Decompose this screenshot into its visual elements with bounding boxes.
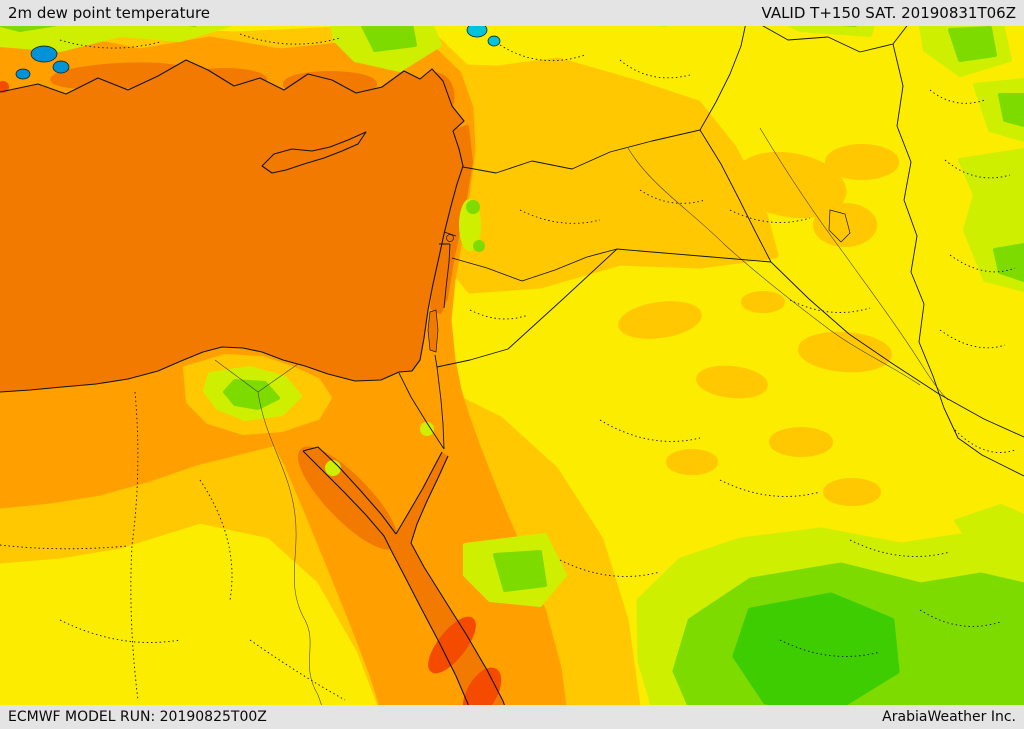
- iraq-saudi-border: [770, 261, 1024, 438]
- admin-line: [499, 44, 586, 62]
- turkey-syria-border: [462, 129, 701, 174]
- lake-tharthar: [828, 209, 851, 243]
- contour-gold-patch: [825, 144, 899, 180]
- nile-delta-green-core: [223, 379, 280, 410]
- admin-line: [519, 209, 601, 224]
- lebanon-border: [439, 231, 457, 245]
- gulf-of-suez-east-shore: [302, 446, 397, 535]
- dead-sea: [427, 309, 439, 353]
- branding-label: ArabiaWeather Inc.: [882, 709, 1016, 725]
- nile-delta-branch: [257, 363, 299, 393]
- cyprus-island: [261, 131, 367, 174]
- contour-green-core: [948, 26, 997, 62]
- sea-of-galilee: [446, 234, 454, 242]
- contour-gold-patch: [823, 478, 881, 506]
- tigris-river: [759, 127, 949, 401]
- contour-green-core: [998, 93, 1024, 127]
- contour-gold-patch: [798, 331, 892, 373]
- jordan-river-border: [443, 243, 451, 309]
- admin-line: [559, 559, 661, 577]
- wadi-araba-border: [434, 354, 445, 450]
- syria-iraq-border: [699, 129, 772, 263]
- admin-line: [929, 89, 986, 104]
- contour-green-levant: [473, 240, 485, 252]
- admin-line: [639, 189, 706, 204]
- admin-line: [919, 609, 1001, 627]
- contour-green-sinai: [325, 460, 341, 476]
- syria-jordan-border: [451, 248, 618, 282]
- admin-line: [789, 299, 871, 313]
- mediterranean-sea: [0, 60, 464, 392]
- egypt-israel-border: [398, 372, 445, 450]
- contour-gold-patch: [696, 365, 768, 399]
- admin-line: [779, 639, 881, 657]
- contour-gold-mesopotamia: [733, 151, 847, 219]
- lake-west-anatolia: [52, 60, 70, 74]
- model-run-label: ECMWF MODEL RUN: 20190825T00Z: [8, 709, 267, 725]
- lake-layer: [15, 22, 851, 353]
- nile-delta-branch: [214, 359, 259, 393]
- footer-bar: ECMWF MODEL RUN: 20190825T00Z ArabiaWeat…: [0, 705, 1024, 729]
- contour-deep-levant-coast: [430, 125, 473, 314]
- mediterranean-coastline: [0, 59, 465, 393]
- admin-line: [719, 479, 821, 497]
- admin-line: [944, 159, 1011, 179]
- admin-line: [0, 544, 129, 550]
- euphrates-river: [627, 147, 921, 386]
- contour-gold-patch: [741, 291, 785, 313]
- contour-deep-turkey-coast: [283, 71, 377, 97]
- lake-west-anatolia: [15, 68, 31, 80]
- contour-red-spot: [428, 616, 476, 674]
- header-bar: 2m dew point temperature VALID T+150 SAT…: [0, 0, 1024, 26]
- contour-gold-patch: [618, 301, 702, 339]
- contour-green-se-core: [732, 592, 900, 715]
- iraq-jordan-border: [616, 248, 772, 263]
- coastline-layer: [0, 59, 514, 729]
- admin-line: [954, 429, 1016, 453]
- contour-gold-patch: [666, 449, 718, 475]
- admin-line: [59, 39, 161, 49]
- nile-river: [257, 391, 331, 729]
- lake-west-anatolia: [30, 45, 58, 63]
- river-layer: [214, 127, 949, 729]
- admin-line: [469, 309, 529, 320]
- red-sea: [303, 447, 513, 729]
- contour-green-core: [493, 550, 547, 592]
- contour-gold-patch: [769, 427, 833, 457]
- admin-dotted-layer: [0, 33, 1016, 701]
- valid-time-label: VALID T+150 SAT. 20190831T06Z: [761, 4, 1016, 22]
- turkish-lakes: [487, 35, 501, 47]
- contour-green-levant: [466, 200, 480, 214]
- map-title: 2m dew point temperature: [8, 4, 211, 22]
- contour-green-finger: [954, 504, 1024, 545]
- gulf-of-aqaba-west-shore: [395, 451, 443, 535]
- red-sea-coastline-west: [302, 450, 478, 729]
- jordan-saudi-border: [436, 248, 618, 368]
- admin-line: [729, 209, 811, 223]
- admin-line: [239, 33, 341, 45]
- iran-iraq-border: [892, 43, 1024, 477]
- admin-line: [130, 391, 139, 701]
- red-sea-coastline-east: [410, 455, 514, 729]
- contour-red-spot: [0, 81, 9, 93]
- admin-line: [849, 539, 951, 557]
